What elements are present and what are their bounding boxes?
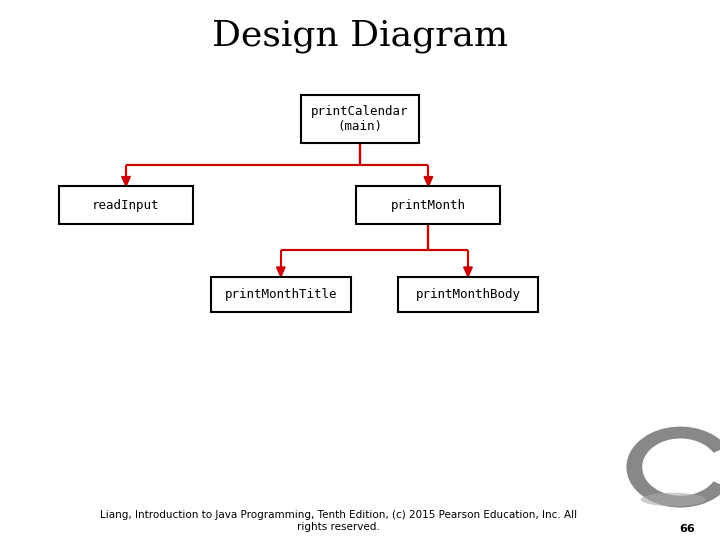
Wedge shape — [626, 427, 720, 508]
Text: printMonthBody: printMonthBody — [415, 288, 521, 301]
Text: Design Diagram: Design Diagram — [212, 19, 508, 53]
Text: printCalendar
(main): printCalendar (main) — [311, 105, 409, 133]
Polygon shape — [122, 177, 130, 186]
Text: readInput: readInput — [92, 199, 160, 212]
Bar — [397, 276, 539, 312]
Text: printMonthTitle: printMonthTitle — [225, 288, 337, 301]
Bar — [59, 186, 192, 224]
Bar — [210, 276, 351, 312]
Bar — [301, 94, 419, 143]
Polygon shape — [276, 267, 285, 276]
Polygon shape — [464, 267, 472, 276]
Text: printMonth: printMonth — [391, 199, 466, 212]
Text: Liang, Introduction to Java Programming, Tenth Edition, (c) 2015 Pearson Educati: Liang, Introduction to Java Programming,… — [100, 510, 577, 532]
Bar — [356, 186, 500, 224]
Ellipse shape — [641, 492, 706, 507]
Polygon shape — [424, 177, 433, 186]
Text: 66: 66 — [680, 524, 696, 534]
